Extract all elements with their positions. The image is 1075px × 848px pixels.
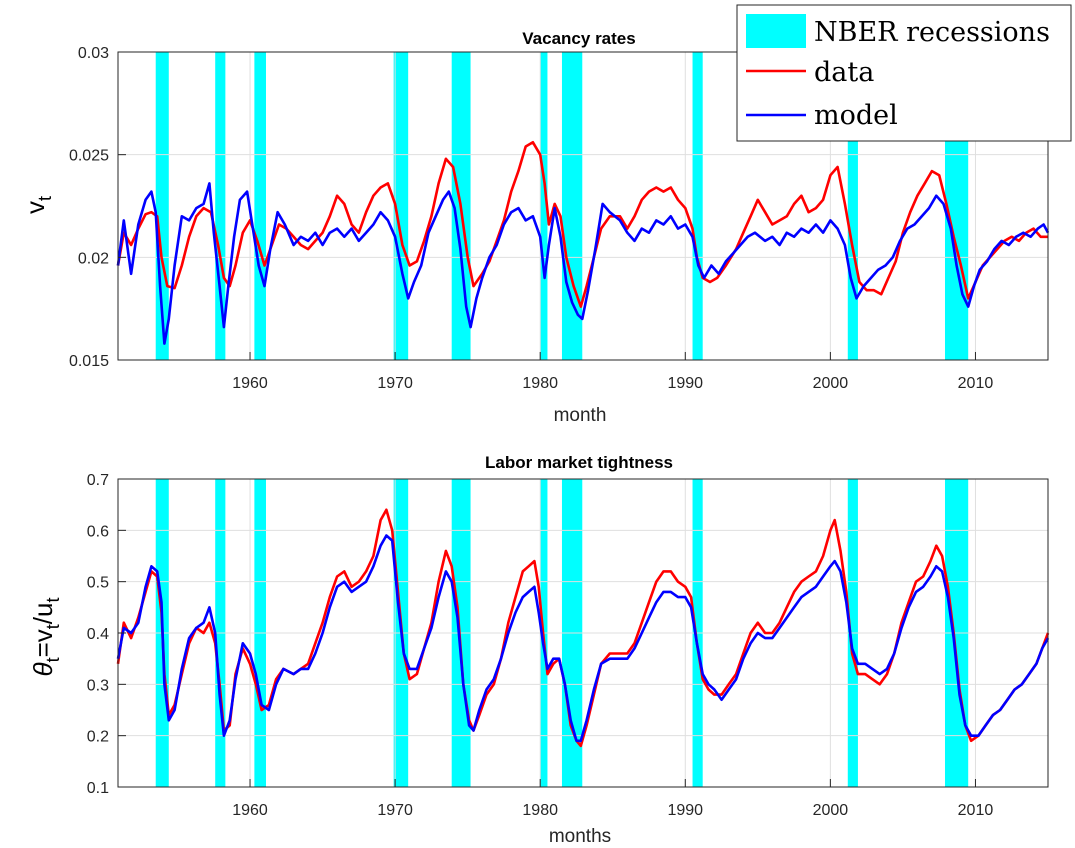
vacancy-x-tick-3: 1990 bbox=[667, 375, 703, 392]
tightness-model-line bbox=[116, 534, 1050, 743]
legend-label-model: model bbox=[814, 100, 898, 131]
tightness-panel: 0.1 0.2 0.3 0.4 0.5 0.6 0.7 1960 1970 1980 1990 20… bbox=[28, 453, 1050, 847]
vacancy-chart-title: Vacancy rates bbox=[522, 29, 635, 48]
tightness-y-tick-labels: 0.1 0.2 0.3 0.4 0.5 0.6 0.7 bbox=[87, 472, 126, 797]
vacancy-y-tick-1: 0.02 bbox=[78, 250, 109, 267]
vacancy-recession-band-8 bbox=[847, 52, 858, 360]
legend: NBER recessions data model bbox=[736, 4, 1072, 142]
vacancy-y-tick-3: 0.03 bbox=[78, 45, 109, 62]
tightness-y-tick-3: 0.4 bbox=[87, 626, 109, 643]
tightness-y-tick-4: 0.5 bbox=[87, 575, 109, 592]
vacancy-x-tick-2: 1980 bbox=[522, 375, 558, 392]
vacancy-x-tick-4: 2000 bbox=[813, 375, 849, 392]
tightness-y-tick-1: 0.2 bbox=[87, 729, 109, 746]
tightness-x-axis-label: months bbox=[549, 826, 611, 847]
vacancy-series-lines bbox=[116, 141, 1050, 345]
vacancy-model-line bbox=[116, 182, 1050, 345]
tightness-x-tick-1: 1970 bbox=[377, 802, 413, 819]
vacancy-data-line bbox=[116, 141, 1048, 308]
vacancy-x-axis-label: month bbox=[554, 405, 607, 426]
tightness-series-lines bbox=[116, 508, 1050, 748]
tightness-y-tick-6: 0.7 bbox=[87, 472, 109, 489]
vacancy-x-tick-labels: 1960 1970 1980 1990 2000 2010 bbox=[232, 352, 993, 392]
legend-label-data: data bbox=[814, 57, 874, 88]
vacancy-y-tick-labels: 0.015 0.02 0.025 0.03 bbox=[69, 45, 126, 370]
tightness-x-tick-4: 2000 bbox=[813, 802, 849, 819]
vacancy-x-tick-1: 1970 bbox=[377, 375, 413, 392]
tightness-x-tick-5: 2010 bbox=[958, 802, 994, 819]
tightness-x-tick-0: 1960 bbox=[232, 802, 268, 819]
legend-label-recessions: NBER recessions bbox=[814, 17, 1050, 48]
tightness-x-tick-3: 1990 bbox=[667, 802, 703, 819]
tightness-x-tick-labels: 1960 1970 1980 1990 2000 2010 bbox=[232, 779, 993, 819]
tightness-chart-title: Labor market tightness bbox=[485, 453, 673, 472]
tightness-y-tick-5: 0.6 bbox=[87, 523, 109, 540]
vacancy-axes-box bbox=[117, 51, 1049, 361]
vacancy-recession-band-5 bbox=[540, 52, 548, 360]
vacancy-recession-band-6 bbox=[561, 52, 583, 360]
vacancy-recession-band-1 bbox=[215, 52, 226, 360]
vacancy-recession-band-7 bbox=[692, 52, 703, 360]
vacancy-x-tick-5: 2010 bbox=[958, 375, 994, 392]
legend-swatch-recessions bbox=[746, 14, 806, 48]
vacancy-recession-band-2 bbox=[254, 52, 266, 360]
tightness-y-tick-2: 0.3 bbox=[87, 677, 109, 694]
tightness-x-tick-2: 1980 bbox=[522, 802, 558, 819]
tightness-y-tick-0: 0.1 bbox=[87, 780, 109, 797]
vacancy-y-tick-0: 0.015 bbox=[69, 353, 109, 370]
vacancy-x-tick-0: 1960 bbox=[232, 375, 268, 392]
tightness-y-axis-label: θt=vt/ut bbox=[28, 597, 63, 676]
vacancy-y-tick-2: 0.025 bbox=[69, 148, 109, 165]
